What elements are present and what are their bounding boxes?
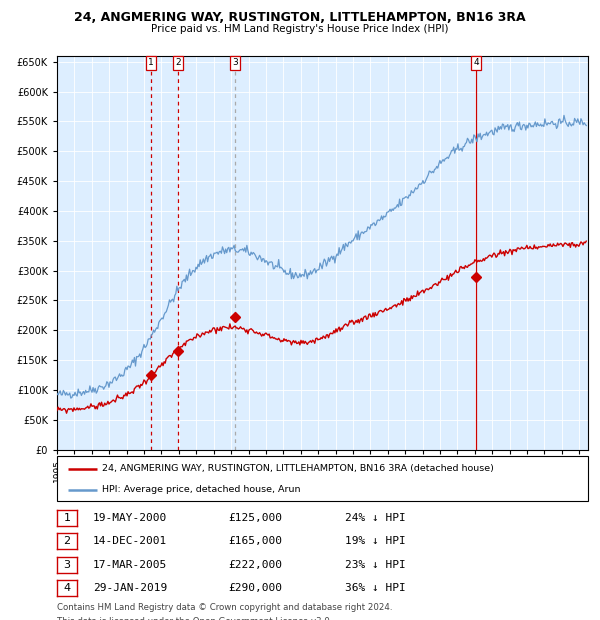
Text: 4: 4 <box>64 583 70 593</box>
Text: 1: 1 <box>148 58 154 68</box>
Text: 1: 1 <box>64 513 70 523</box>
Text: 14-DEC-2001: 14-DEC-2001 <box>93 536 167 546</box>
Text: This data is licensed under the Open Government Licence v3.0.: This data is licensed under the Open Gov… <box>57 617 332 620</box>
Text: 36% ↓ HPI: 36% ↓ HPI <box>345 583 406 593</box>
Text: 24% ↓ HPI: 24% ↓ HPI <box>345 513 406 523</box>
Text: 29-JAN-2019: 29-JAN-2019 <box>93 583 167 593</box>
Text: 3: 3 <box>232 58 238 68</box>
Text: HPI: Average price, detached house, Arun: HPI: Average price, detached house, Arun <box>102 485 301 494</box>
Text: 4: 4 <box>473 58 479 68</box>
Text: 23% ↓ HPI: 23% ↓ HPI <box>345 560 406 570</box>
Text: 19% ↓ HPI: 19% ↓ HPI <box>345 536 406 546</box>
Text: £125,000: £125,000 <box>228 513 282 523</box>
Text: 3: 3 <box>64 560 70 570</box>
Text: £165,000: £165,000 <box>228 536 282 546</box>
Text: Price paid vs. HM Land Registry's House Price Index (HPI): Price paid vs. HM Land Registry's House … <box>151 24 449 33</box>
FancyBboxPatch shape <box>57 456 588 501</box>
Text: 17-MAR-2005: 17-MAR-2005 <box>93 560 167 570</box>
Text: Contains HM Land Registry data © Crown copyright and database right 2024.: Contains HM Land Registry data © Crown c… <box>57 603 392 613</box>
Text: 2: 2 <box>64 536 70 546</box>
Text: £222,000: £222,000 <box>228 560 282 570</box>
Text: £290,000: £290,000 <box>228 583 282 593</box>
Text: 2: 2 <box>175 58 181 68</box>
Text: 24, ANGMERING WAY, RUSTINGTON, LITTLEHAMPTON, BN16 3RA: 24, ANGMERING WAY, RUSTINGTON, LITTLEHAM… <box>74 11 526 24</box>
Text: 19-MAY-2000: 19-MAY-2000 <box>93 513 167 523</box>
Text: 24, ANGMERING WAY, RUSTINGTON, LITTLEHAMPTON, BN16 3RA (detached house): 24, ANGMERING WAY, RUSTINGTON, LITTLEHAM… <box>102 464 494 473</box>
